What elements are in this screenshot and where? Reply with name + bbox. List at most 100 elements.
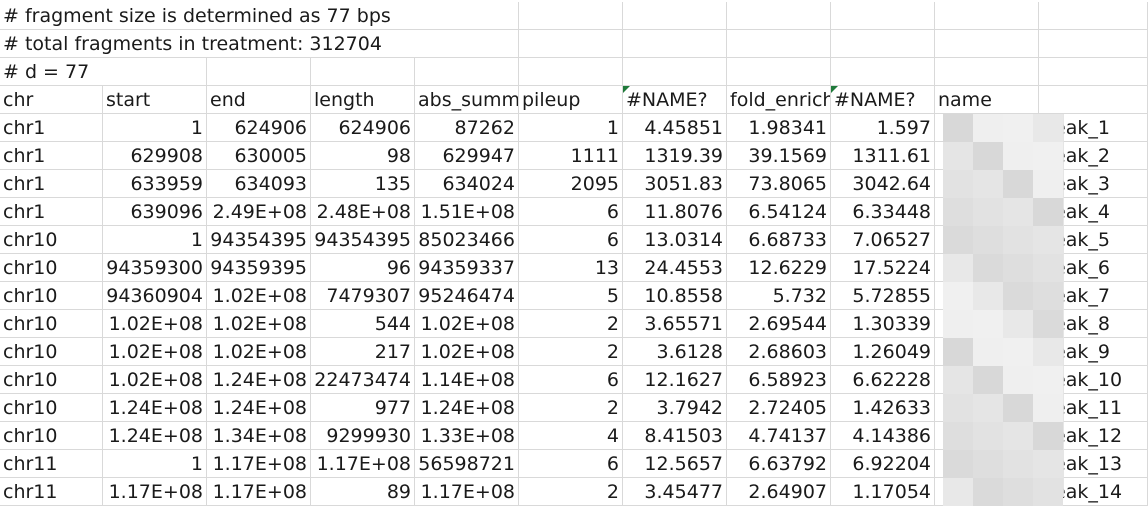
chr-cell[interactable]: chr1 bbox=[0, 114, 103, 142]
value-cell[interactable]: 1.30339 bbox=[831, 310, 935, 338]
column-header[interactable]: chr bbox=[0, 86, 103, 114]
value-cell[interactable]: 1319.39 bbox=[623, 142, 727, 170]
value-cell[interactable]: 135 bbox=[311, 170, 415, 198]
value-cell[interactable]: 1 bbox=[103, 226, 207, 254]
value-cell[interactable]: 2 bbox=[519, 310, 623, 338]
value-cell[interactable]: 39.1569 bbox=[727, 142, 831, 170]
value-cell[interactable]: 977 bbox=[311, 394, 415, 422]
value-cell[interactable]: 1.51E+08 bbox=[415, 198, 519, 226]
chr-cell[interactable]: chr10 bbox=[0, 338, 103, 366]
value-cell[interactable]: 4.14386 bbox=[831, 422, 935, 450]
value-cell[interactable]: 1.02E+08 bbox=[103, 310, 207, 338]
value-cell[interactable]: 96 bbox=[311, 254, 415, 282]
comment-cell[interactable]: # d = 77 bbox=[0, 58, 103, 86]
comment-cell[interactable]: # total fragments in treatment: 312704 bbox=[0, 30, 415, 58]
empty-cell[interactable] bbox=[311, 58, 415, 86]
empty-cell[interactable] bbox=[1039, 58, 1148, 86]
value-cell[interactable]: 1.02E+08 bbox=[103, 366, 207, 394]
value-cell[interactable]: 6 bbox=[519, 450, 623, 478]
value-cell[interactable]: 3051.83 bbox=[623, 170, 727, 198]
value-cell[interactable]: 629947 bbox=[415, 142, 519, 170]
value-cell[interactable]: 6.92204 bbox=[831, 450, 935, 478]
value-cell[interactable]: 1.17E+08 bbox=[207, 450, 311, 478]
value-cell[interactable]: 1.24E+08 bbox=[103, 422, 207, 450]
empty-cell[interactable] bbox=[1039, 30, 1148, 58]
column-header[interactable]: abs_summ bbox=[415, 86, 519, 114]
column-header[interactable]: fold_enrich bbox=[727, 86, 831, 114]
value-cell[interactable]: 4 bbox=[519, 422, 623, 450]
value-cell[interactable]: 624906 bbox=[207, 114, 311, 142]
value-cell[interactable]: 1.26049 bbox=[831, 338, 935, 366]
value-cell[interactable]: 7479307 bbox=[311, 282, 415, 310]
value-cell[interactable]: 85023466 bbox=[415, 226, 519, 254]
chr-cell[interactable]: chr1 bbox=[0, 170, 103, 198]
value-cell[interactable]: 9299930 bbox=[311, 422, 415, 450]
value-cell[interactable]: 629908 bbox=[103, 142, 207, 170]
empty-cell[interactable] bbox=[519, 30, 623, 58]
value-cell[interactable]: 1.17E+08 bbox=[415, 478, 519, 506]
value-cell[interactable]: 1 bbox=[103, 450, 207, 478]
empty-cell[interactable] bbox=[519, 2, 623, 30]
value-cell[interactable]: 2.48E+08 bbox=[311, 198, 415, 226]
value-cell[interactable]: 94360904 bbox=[103, 282, 207, 310]
value-cell[interactable]: 1111 bbox=[519, 142, 623, 170]
value-cell[interactable]: 13 bbox=[519, 254, 623, 282]
column-header[interactable]: end bbox=[207, 86, 311, 114]
value-cell[interactable]: 8.41503 bbox=[623, 422, 727, 450]
chr-cell[interactable]: chr10 bbox=[0, 366, 103, 394]
value-cell[interactable]: 87262 bbox=[415, 114, 519, 142]
value-cell[interactable]: 1311.61 bbox=[831, 142, 935, 170]
empty-cell[interactable] bbox=[207, 58, 311, 86]
value-cell[interactable]: 5 bbox=[519, 282, 623, 310]
value-cell[interactable]: 3.65571 bbox=[623, 310, 727, 338]
value-cell[interactable]: 5.72855 bbox=[831, 282, 935, 310]
chr-cell[interactable]: chr10 bbox=[0, 394, 103, 422]
value-cell[interactable]: 1.24E+08 bbox=[103, 394, 207, 422]
empty-cell[interactable] bbox=[831, 30, 935, 58]
value-cell[interactable]: 24.4553 bbox=[623, 254, 727, 282]
empty-cell[interactable] bbox=[1039, 2, 1148, 30]
value-cell[interactable]: 2095 bbox=[519, 170, 623, 198]
value-cell[interactable]: 1.42633 bbox=[831, 394, 935, 422]
empty-cell[interactable] bbox=[415, 2, 519, 30]
value-cell[interactable]: 2.68603 bbox=[727, 338, 831, 366]
value-cell[interactable]: 2.49E+08 bbox=[207, 198, 311, 226]
empty-cell[interactable] bbox=[415, 30, 519, 58]
value-cell[interactable]: 1 bbox=[519, 114, 623, 142]
value-cell[interactable]: 2.64907 bbox=[727, 478, 831, 506]
value-cell[interactable]: 3042.64 bbox=[831, 170, 935, 198]
empty-cell[interactable] bbox=[727, 2, 831, 30]
value-cell[interactable]: 6.33448 bbox=[831, 198, 935, 226]
value-cell[interactable]: 1.24E+08 bbox=[207, 394, 311, 422]
value-cell[interactable]: 544 bbox=[311, 310, 415, 338]
value-cell[interactable]: 634024 bbox=[415, 170, 519, 198]
value-cell[interactable]: 2 bbox=[519, 478, 623, 506]
empty-cell[interactable] bbox=[623, 58, 727, 86]
value-cell[interactable]: 1.17E+08 bbox=[207, 478, 311, 506]
value-cell[interactable]: 6.62228 bbox=[831, 366, 935, 394]
value-cell[interactable]: 17.5224 bbox=[831, 254, 935, 282]
value-cell[interactable]: 2.72405 bbox=[727, 394, 831, 422]
value-cell[interactable]: 1.34E+08 bbox=[207, 422, 311, 450]
value-cell[interactable]: 94354395 bbox=[207, 226, 311, 254]
value-cell[interactable]: 633959 bbox=[103, 170, 207, 198]
value-cell[interactable]: 1.597 bbox=[831, 114, 935, 142]
value-cell[interactable]: 1.33E+08 bbox=[415, 422, 519, 450]
value-cell[interactable]: 1.02E+08 bbox=[207, 338, 311, 366]
value-cell[interactable]: 1.02E+08 bbox=[103, 338, 207, 366]
value-cell[interactable]: 1.02E+08 bbox=[207, 310, 311, 338]
value-cell[interactable]: 11.8076 bbox=[623, 198, 727, 226]
value-cell[interactable]: 2 bbox=[519, 394, 623, 422]
value-cell[interactable]: 6.63792 bbox=[727, 450, 831, 478]
chr-cell[interactable]: chr10 bbox=[0, 310, 103, 338]
empty-cell[interactable] bbox=[727, 58, 831, 86]
value-cell[interactable]: 94359337 bbox=[415, 254, 519, 282]
value-cell[interactable]: 94359300 bbox=[103, 254, 207, 282]
value-cell[interactable]: 98 bbox=[311, 142, 415, 170]
empty-cell[interactable] bbox=[935, 2, 1039, 30]
value-cell[interactable]: 6.54124 bbox=[727, 198, 831, 226]
chr-cell[interactable]: chr11 bbox=[0, 450, 103, 478]
value-cell[interactable]: 1 bbox=[103, 114, 207, 142]
chr-cell[interactable]: chr11 bbox=[0, 478, 103, 506]
value-cell[interactable]: 2 bbox=[519, 338, 623, 366]
